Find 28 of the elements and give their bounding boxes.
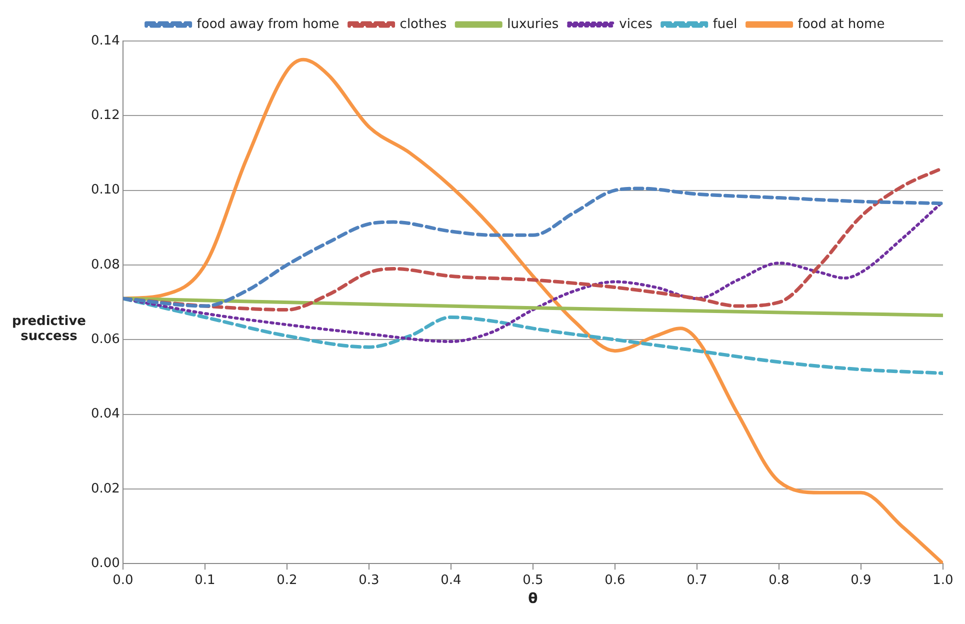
x-tick-label: 0.0 xyxy=(112,572,134,588)
legend-label: clothes xyxy=(400,16,447,32)
legend-label: vices xyxy=(619,16,653,32)
line-series xyxy=(122,186,943,308)
legend-label: food at home xyxy=(798,16,885,32)
x-axis-title: θ xyxy=(528,591,538,608)
legend-label: fuel xyxy=(712,16,738,32)
y-tick-label: 0.02 xyxy=(90,481,120,496)
x-tick-label: 0.7 xyxy=(686,572,708,588)
y-tick-label: 0.14 xyxy=(90,33,120,48)
y-tick-label: 0.06 xyxy=(90,332,120,348)
y-axis-title: predictive success xyxy=(11,314,87,344)
x-tick-label: 0.5 xyxy=(522,572,544,588)
y-tick-label: 0.08 xyxy=(90,257,120,272)
x-tick-label: 0.8 xyxy=(768,572,790,588)
x-tick-label: 0.6 xyxy=(604,572,626,588)
x-tick-label: 0.4 xyxy=(440,572,462,588)
y-tick-label: 0.12 xyxy=(90,108,120,124)
x-tick-label: 1.0 xyxy=(932,572,954,588)
x-tick-label: 0.9 xyxy=(850,572,872,588)
legend-label: food away from home xyxy=(196,16,340,32)
x-tick-label: 0.2 xyxy=(276,572,298,588)
y-tick-label: 0.00 xyxy=(90,556,120,571)
y-tick-label: 0.10 xyxy=(90,182,120,198)
legend-label: luxuries xyxy=(507,16,559,32)
x-tick-label: 0.1 xyxy=(194,572,216,588)
x-tick-label: 0.3 xyxy=(358,572,380,588)
y-tick-label: 0.04 xyxy=(90,406,120,422)
